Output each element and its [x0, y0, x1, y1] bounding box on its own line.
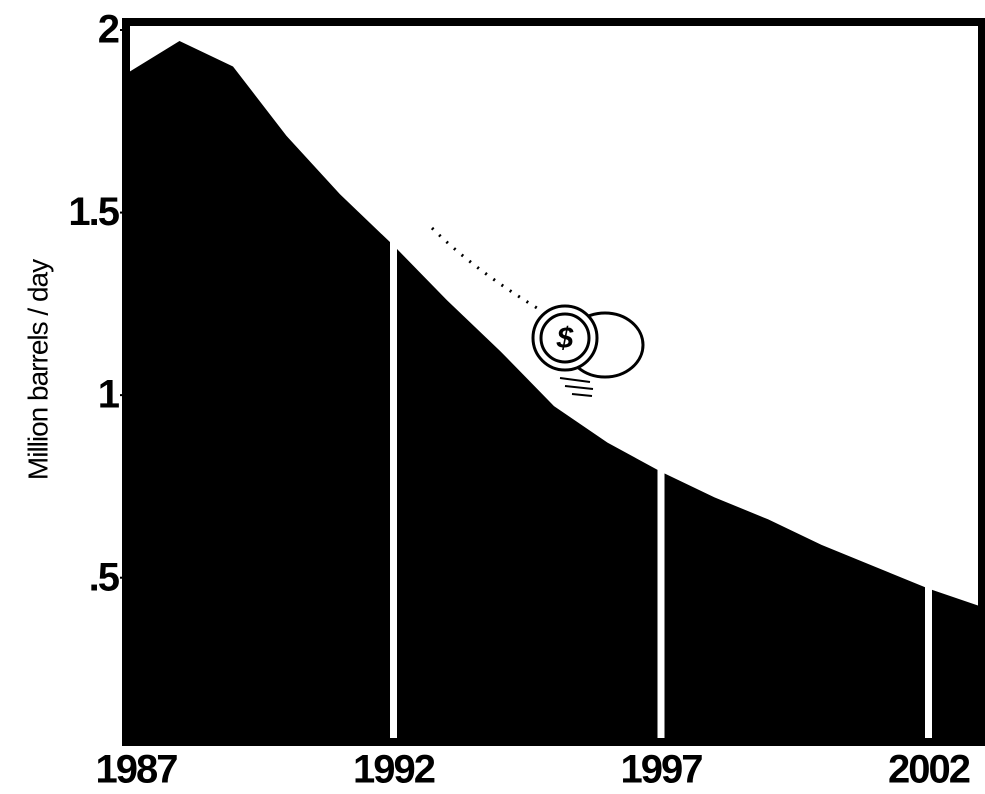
x-tick-label: 2002: [888, 748, 970, 792]
x-tick-label: 1987: [96, 748, 178, 792]
y-tick-label: 2: [98, 8, 119, 52]
area: [126, 41, 982, 742]
chart: Million barrels / day 1987 1992 1997 2002 .5…: [0, 0, 985, 794]
y-tick-label: 1.5: [68, 190, 119, 234]
svg-text:$: $: [556, 322, 574, 355]
y-tick-label: 1: [98, 373, 120, 417]
y-axis-label: Million barrels / day: [22, 259, 53, 480]
x-tick-label: 1992: [353, 748, 435, 792]
y-tick-label: .5: [89, 555, 120, 599]
x-tick-label: 1997: [621, 748, 703, 792]
